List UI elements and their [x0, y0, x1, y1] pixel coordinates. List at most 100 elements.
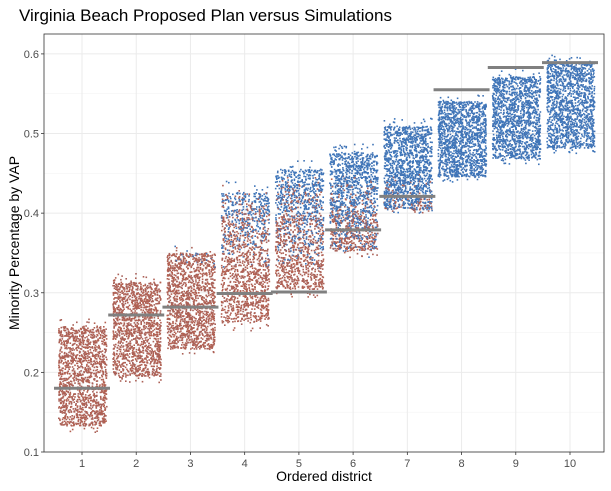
simulation-point: [71, 333, 74, 336]
simulation-point: [205, 332, 207, 334]
simulation-point: [90, 422, 92, 424]
simulation-point: [74, 396, 76, 398]
simulation-point: [145, 349, 147, 351]
simulation-point: [82, 397, 85, 399]
simulation-point: [190, 278, 193, 280]
simulation-point: [196, 252, 198, 255]
simulation-point: [96, 430, 98, 432]
simulation-point: [78, 329, 80, 332]
simulation-point: [133, 299, 136, 302]
simulation-point: [214, 326, 216, 329]
simulation-point: [133, 293, 135, 295]
simulation-point: [168, 294, 171, 297]
simulation-point: [182, 336, 184, 339]
simulation-point: [125, 283, 127, 285]
simulation-point: [179, 299, 182, 301]
simulation-point: [85, 415, 88, 418]
simulation-point: [75, 332, 77, 335]
simulation-point: [74, 372, 77, 375]
simulation-point: [177, 272, 180, 274]
simulation-point: [213, 253, 216, 255]
simulation-point: [148, 308, 151, 310]
simulation-point: [223, 273, 226, 276]
simulation-point: [260, 232, 263, 235]
simulation-point: [131, 366, 133, 368]
simulation-point: [225, 210, 227, 212]
simulation-point: [127, 293, 129, 295]
simulation-point: [175, 259, 178, 262]
simulation-point: [132, 359, 134, 361]
simulation-point: [167, 317, 169, 320]
simulation-point: [230, 236, 233, 238]
simulation-point: [211, 254, 214, 256]
simulation-point: [121, 299, 124, 302]
simulation-point: [62, 383, 65, 385]
simulation-point: [190, 318, 192, 320]
simulation-point: [76, 415, 79, 418]
simulation-point: [195, 297, 197, 300]
simulation-point: [181, 270, 183, 273]
simulation-point: [251, 248, 253, 251]
simulation-point: [138, 357, 141, 360]
simulation-point: [105, 334, 108, 337]
simulation-point: [100, 403, 103, 406]
simulation-point: [171, 276, 174, 279]
simulation-point: [133, 344, 135, 346]
simulation-point: [119, 337, 122, 340]
simulation-point: [86, 380, 89, 382]
simulation-point: [130, 280, 132, 283]
simulation-point: [210, 343, 213, 346]
simulation-point: [169, 254, 171, 256]
simulation-point: [168, 278, 170, 281]
simulation-point: [264, 208, 266, 211]
simulation-point: [112, 361, 115, 363]
simulation-point: [148, 331, 150, 334]
simulation-point: [248, 195, 250, 197]
simulation-point: [133, 284, 135, 286]
simulation-point: [235, 279, 238, 281]
simulation-point: [66, 378, 68, 381]
simulation-point: [210, 319, 212, 322]
simulation-point: [198, 318, 200, 320]
simulation-point: [180, 295, 182, 297]
simulation-point: [112, 308, 115, 310]
simulation-point: [147, 302, 149, 305]
simulation-point: [73, 415, 76, 418]
simulation-point: [116, 363, 118, 365]
simulation-point: [75, 423, 78, 426]
simulation-point: [142, 367, 145, 370]
simulation-point: [81, 336, 84, 338]
simulation-point: [166, 291, 169, 293]
simulation-point: [103, 362, 105, 364]
simulation-point: [145, 300, 148, 303]
simulation-point: [176, 324, 178, 327]
simulation-point: [225, 214, 228, 217]
simulation-point: [64, 394, 66, 397]
simulation-point: [116, 366, 119, 369]
simulation-point: [247, 280, 249, 282]
simulation-point: [83, 339, 86, 342]
simulation-point: [204, 266, 207, 269]
simulation-point: [120, 322, 123, 325]
simulation-point: [72, 384, 74, 387]
simulation-point: [126, 283, 129, 286]
simulation-point: [121, 275, 123, 277]
simulation-point: [188, 279, 191, 282]
simulation-point: [102, 412, 105, 415]
simulation-point: [178, 283, 181, 285]
simulation-point: [205, 337, 208, 340]
simulation-point: [62, 406, 64, 409]
simulation-point: [101, 358, 103, 361]
simulation-point: [99, 365, 102, 367]
simulation-point: [88, 370, 90, 372]
simulation-point: [68, 411, 71, 414]
simulation-point: [175, 320, 178, 322]
simulation-point: [156, 331, 159, 333]
simulation-point: [243, 239, 246, 242]
simulation-point: [89, 329, 92, 331]
simulation-point: [197, 297, 199, 300]
simulation-point: [60, 346, 63, 349]
simulation-point: [155, 358, 158, 361]
simulation-point: [129, 381, 131, 383]
simulation-point: [191, 315, 194, 318]
